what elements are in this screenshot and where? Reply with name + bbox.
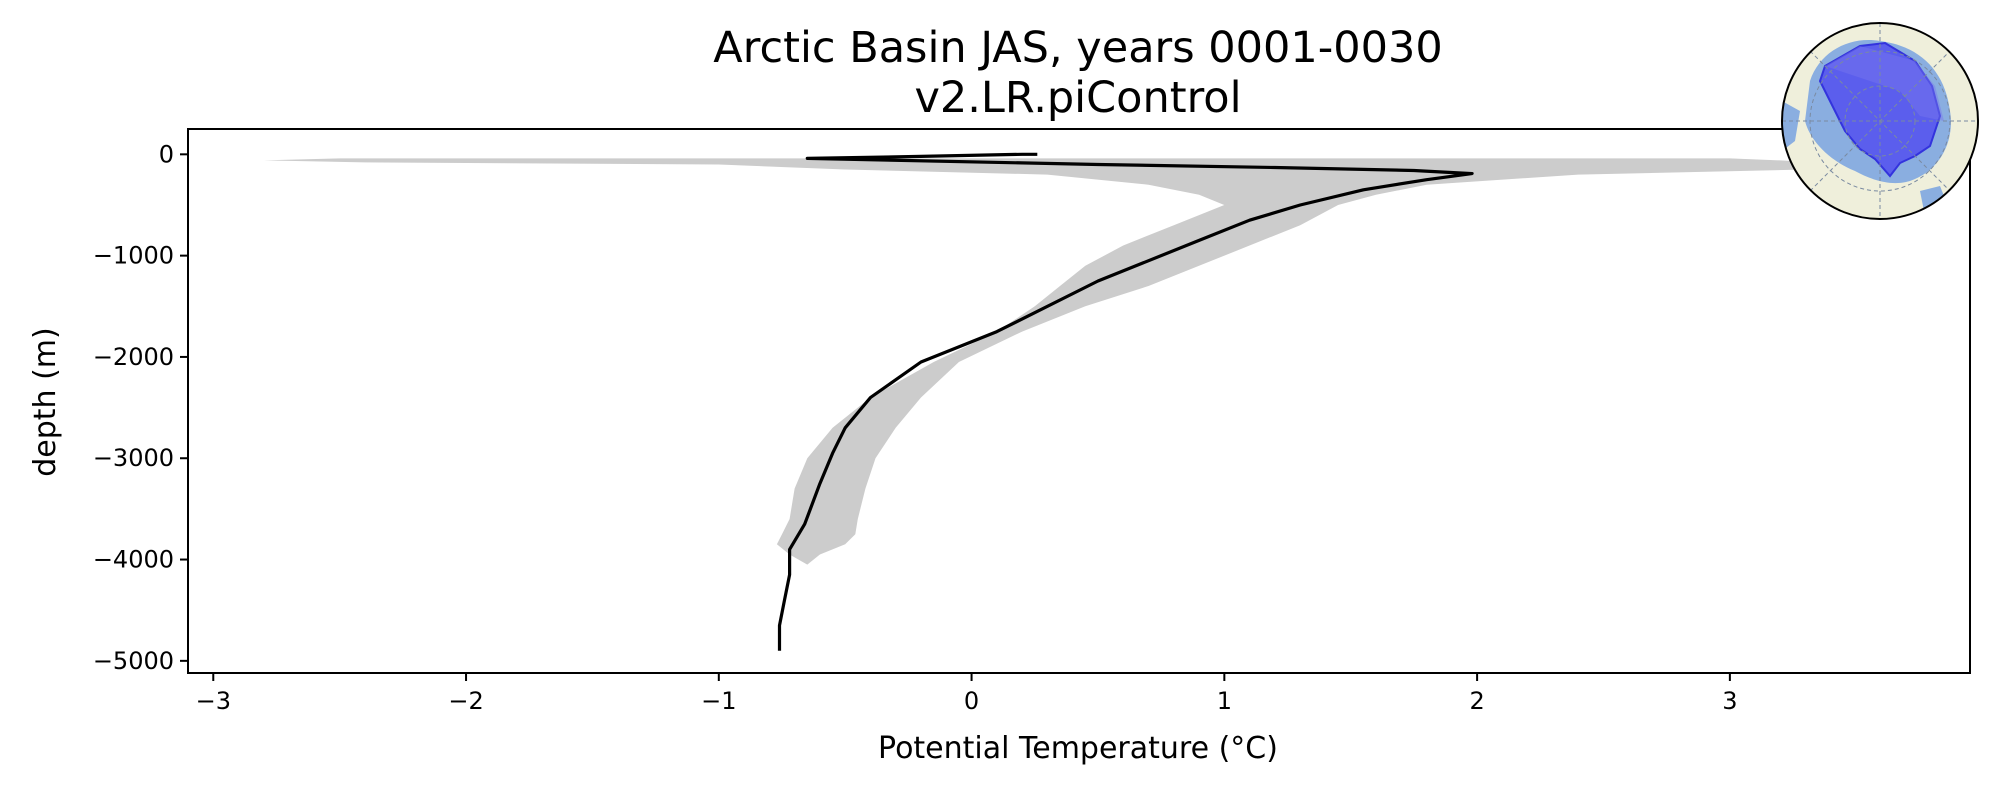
map-border xyxy=(1781,22,1979,220)
x-tick-label: 2 xyxy=(1469,687,1484,715)
x-tick-label: 0 xyxy=(964,687,979,715)
y-tick-label: −3000 xyxy=(93,444,174,472)
spread-band xyxy=(263,158,1819,565)
series-line-0 xyxy=(777,152,1474,651)
x-axis: −3 −2 −1 0 1 2 3 xyxy=(196,673,1738,715)
chart-title: Arctic Basin JAS, years 0001-0030 xyxy=(713,23,1442,73)
y-tick-label: −1000 xyxy=(93,242,174,270)
y-tick-label: −5000 xyxy=(93,647,174,675)
y-axis: 0 −1000 −2000 −3000 −4000 −5000 xyxy=(93,140,188,675)
y-tick-label: −4000 xyxy=(93,546,174,574)
x-axis-label: Potential Temperature (°C) xyxy=(878,731,1278,766)
x-tick-label: 1 xyxy=(1217,687,1232,715)
x-tick-label: 3 xyxy=(1722,687,1737,715)
series-line-layer xyxy=(777,152,1474,651)
y-axis-label: depth (m) xyxy=(28,327,63,477)
y-tick-label: −2000 xyxy=(93,343,174,371)
inset-region-map xyxy=(1781,22,1979,220)
x-tick-label: −2 xyxy=(448,687,483,715)
spread-band-layer xyxy=(263,158,1819,565)
chart-subtitle: v2.LR.piControl xyxy=(914,73,1241,123)
x-tick-label: −3 xyxy=(196,687,231,715)
map-gridlines xyxy=(1782,23,1978,219)
y-tick-label: 0 xyxy=(159,140,174,168)
axes-frame xyxy=(187,128,1971,674)
map-region-halo xyxy=(1825,46,1944,121)
x-tick-label: −1 xyxy=(701,687,736,715)
